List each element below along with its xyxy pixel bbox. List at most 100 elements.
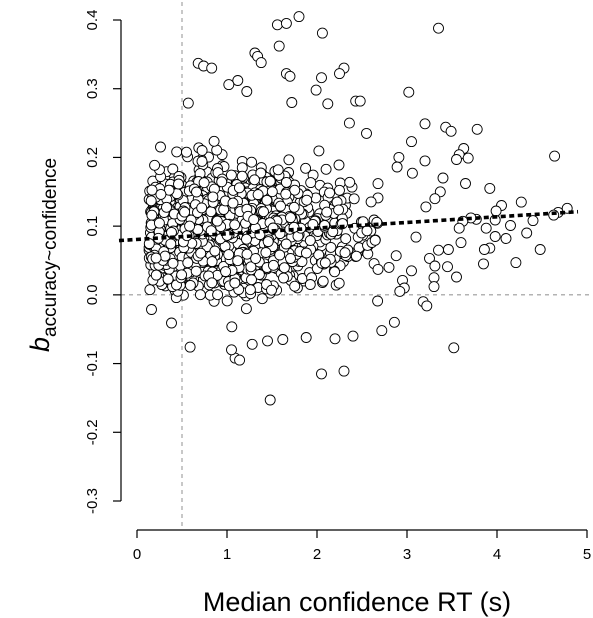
data-point bbox=[277, 334, 289, 345]
data-point bbox=[280, 188, 292, 200]
data-point bbox=[406, 265, 417, 277]
data-point bbox=[383, 261, 395, 273]
data-point bbox=[285, 253, 296, 264]
data-point bbox=[155, 141, 166, 153]
data-point bbox=[266, 284, 277, 296]
data-point bbox=[236, 170, 248, 182]
data-point bbox=[208, 135, 220, 147]
data-point bbox=[451, 271, 462, 283]
data-point bbox=[361, 127, 372, 139]
data-point bbox=[317, 275, 329, 287]
data-point bbox=[165, 238, 177, 250]
data-point bbox=[146, 304, 157, 315]
data-point bbox=[478, 244, 490, 255]
data-point bbox=[226, 344, 237, 356]
data-point bbox=[273, 40, 285, 52]
data-point bbox=[451, 154, 462, 165]
data-point bbox=[316, 368, 327, 380]
data-point bbox=[223, 249, 235, 261]
data-point bbox=[241, 86, 253, 97]
x-tick-label: 3 bbox=[403, 546, 411, 563]
data-point bbox=[350, 250, 362, 262]
y-axis-title-sub: accuracy~confidence bbox=[40, 158, 61, 337]
data-point bbox=[334, 68, 345, 80]
data-point bbox=[194, 289, 206, 301]
data-point bbox=[176, 269, 188, 281]
data-point bbox=[171, 146, 183, 158]
data-point bbox=[442, 261, 453, 273]
data-point bbox=[478, 258, 489, 270]
data-point bbox=[181, 146, 192, 158]
data-point bbox=[161, 201, 172, 213]
data-point bbox=[369, 234, 381, 246]
data-point bbox=[361, 225, 373, 237]
data-point bbox=[149, 159, 161, 171]
data-point bbox=[191, 186, 202, 198]
data-point bbox=[241, 233, 252, 245]
data-point bbox=[278, 262, 290, 274]
x-tick-label: 2 bbox=[313, 546, 321, 563]
data-point bbox=[372, 178, 384, 190]
data-point bbox=[246, 338, 258, 350]
data-point bbox=[338, 365, 350, 377]
data-point bbox=[262, 236, 274, 248]
data-point bbox=[280, 238, 292, 250]
data-point bbox=[173, 178, 184, 190]
data-point bbox=[246, 156, 258, 168]
data-point bbox=[510, 257, 522, 269]
data-point bbox=[280, 17, 292, 29]
data-point bbox=[372, 263, 384, 275]
data-point bbox=[300, 332, 312, 343]
data-point bbox=[272, 164, 284, 176]
data-point bbox=[250, 253, 262, 264]
data-point bbox=[549, 150, 561, 162]
data-point bbox=[490, 205, 502, 217]
data-point bbox=[453, 222, 465, 234]
data-point bbox=[207, 191, 219, 203]
data-point bbox=[255, 57, 267, 69]
data-point bbox=[348, 193, 360, 205]
data-point bbox=[234, 354, 246, 366]
data-point bbox=[227, 197, 239, 209]
data-point bbox=[354, 95, 366, 107]
data-point bbox=[515, 196, 527, 208]
data-point bbox=[460, 178, 471, 189]
data-point bbox=[333, 277, 345, 289]
data-point bbox=[391, 161, 403, 173]
data-point bbox=[145, 195, 157, 207]
data-point bbox=[150, 269, 162, 281]
x-tick-label: 0 bbox=[133, 546, 141, 563]
data-point bbox=[316, 72, 327, 84]
data-point bbox=[162, 273, 174, 285]
data-point bbox=[288, 201, 300, 213]
x-axis-ticks: 0 1 2 3 4 5 bbox=[133, 530, 591, 563]
data-point bbox=[190, 265, 202, 277]
data-point bbox=[216, 176, 228, 188]
data-point bbox=[344, 176, 356, 188]
data-point bbox=[301, 194, 313, 206]
y-tick-label: -0.1 bbox=[84, 351, 101, 377]
data-point bbox=[310, 84, 322, 96]
data-point bbox=[313, 145, 325, 157]
data-point bbox=[182, 257, 194, 269]
data-point bbox=[500, 233, 512, 244]
data-point bbox=[206, 62, 218, 74]
data-point bbox=[300, 162, 312, 174]
data-point bbox=[159, 250, 171, 262]
data-point bbox=[285, 212, 296, 224]
data-point bbox=[262, 335, 273, 347]
y-tick-label: 0.0 bbox=[84, 284, 101, 305]
data-point bbox=[167, 257, 179, 269]
data-point bbox=[293, 11, 305, 23]
data-point bbox=[376, 325, 388, 337]
data-point bbox=[233, 182, 245, 194]
data-point bbox=[329, 266, 341, 278]
data-point bbox=[261, 194, 273, 206]
data-point bbox=[489, 231, 501, 242]
data-point bbox=[196, 145, 208, 156]
data-point bbox=[249, 174, 260, 186]
data-point bbox=[284, 70, 296, 82]
data-point bbox=[212, 289, 224, 301]
data-point bbox=[196, 202, 208, 214]
data-point bbox=[264, 394, 276, 406]
